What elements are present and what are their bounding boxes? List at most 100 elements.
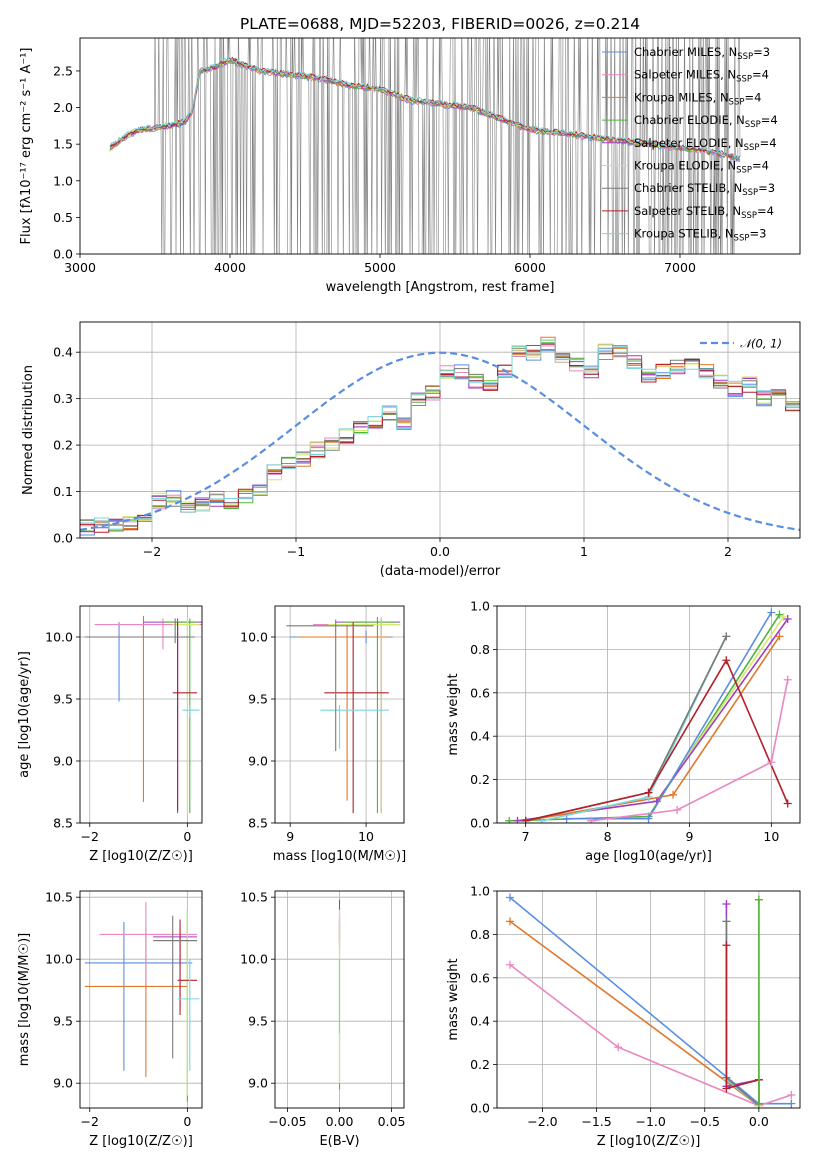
x-tick-label: 9 (685, 829, 693, 844)
legend-entry: 𝒩(0, 1) (740, 337, 782, 351)
plot-area-Z-age (84, 615, 202, 814)
spectrum-legend: Chabrier MILES, NSSP=3 Salpeter MILES, NS… (602, 45, 778, 244)
figure-title: PLATE=0688, MJD=52203, FIBERID=0026, z=0… (240, 15, 640, 33)
y-tick-label: 2.5 (53, 63, 73, 78)
x-tick-label: 1 (580, 544, 588, 559)
weight-marker (787, 1090, 796, 1099)
y-tick-label: 0.2 (53, 438, 73, 453)
x-tick-label: 10 (358, 829, 374, 844)
weight-marker (787, 1099, 796, 1108)
x-tick-label: 4000 (214, 260, 246, 275)
x-tick-label: 0.05 (378, 1114, 406, 1129)
panel-Z-mass: −2 0 9.0 9.5 10.0 10.5 Z [log10(Z/Z☉)] mass [lo… (17, 890, 203, 1149)
weight-marker (783, 799, 792, 808)
y-tick-label: 0.0 (53, 531, 73, 546)
spectrum-model-line (109, 56, 741, 159)
errorbar-point (99, 902, 198, 984)
weight-marker (722, 917, 731, 926)
y-tick-label: 0.3 (53, 391, 73, 406)
weight-marker (754, 1099, 763, 1108)
y-axis-label: mass [log10(M/M☉)] (17, 933, 32, 1066)
errorbar-point (324, 622, 389, 814)
x-tick-label: 6000 (514, 260, 546, 275)
weight-marker (783, 615, 792, 624)
histogram-legend: 𝒩(0, 1) (700, 337, 782, 351)
weight-marker (513, 816, 522, 823)
y-tick-label: 1.5 (53, 137, 73, 152)
y-tick-label: 9.5 (248, 692, 268, 707)
legend-entry: Chabrier MILES, NSSP=3 (634, 45, 770, 62)
y-tick-label: 9.0 (53, 754, 73, 769)
weight-series (754, 895, 763, 1108)
x-axis-label: Z [log10(Z/Z☉)] (597, 1134, 701, 1149)
y-tick-label: 10.0 (45, 630, 73, 645)
weight-marker (505, 960, 514, 969)
x-axis-label: wavelength [Angstrom, rest frame] (326, 280, 555, 295)
y-axis-label: mass weight (446, 673, 461, 755)
weight-marker (644, 788, 653, 797)
y-tick-label: 0.5 (53, 210, 73, 225)
axes-frame (79, 890, 203, 1109)
x-tick-label: −2 (143, 544, 161, 559)
y-tick-label: 2.0 (53, 100, 73, 115)
y-tick-label: 0.4 (470, 729, 490, 744)
legend-entry: Kroupa STELIB, NSSP=3 (634, 227, 766, 244)
x-tick-label: 10 (763, 829, 779, 844)
legend-entry: Chabrier ELODIE, NSSP=4 (634, 113, 778, 130)
y-tick-label: 0.0 (53, 247, 73, 262)
y-tick-label: 9.5 (248, 1014, 268, 1029)
y-tick-label: 9.0 (53, 1076, 73, 1091)
panel-age-weight: 7 8 9 10 0.0 0.2 0.4 0.6 0.8 1.0 age [log10(age/yr… (446, 599, 801, 864)
x-tick-label: 7 (522, 829, 530, 844)
y-axis-label: age [log10(age/yr)] (17, 651, 32, 778)
weight-marker (587, 816, 596, 823)
panel-residuals: −2 −1 0.0 1 2 0.0 0.1 0.2 0.3 0.4 (data-model)/err… (21, 321, 801, 579)
weight-marker (767, 758, 776, 767)
plot-area-mass-age (286, 617, 401, 814)
y-tick-label: 1.0 (53, 173, 73, 188)
x-tick-label: −2 (81, 829, 99, 844)
x-tick-label: −0.05 (268, 1114, 306, 1129)
weight-line (509, 964, 792, 1107)
panel-Z-age: −2 0 8.5 9.0 9.5 10.0 Z [log10(Z/Z☉)] age [log1… (17, 605, 203, 864)
axes-frame (79, 605, 203, 824)
errorbar-point (177, 959, 200, 1071)
x-tick-label: 8 (604, 829, 612, 844)
y-tick-label: 0.4 (53, 345, 73, 360)
errorbar-point (297, 624, 389, 801)
weight-marker (775, 632, 784, 641)
weight-marker (505, 917, 514, 926)
x-axis-label: age [log10(age/yr)] (585, 849, 712, 864)
x-axis-label: Z [log10(Z/Z☉)] (89, 849, 193, 864)
x-tick-label: −0.5 (690, 1114, 720, 1129)
legend-entry: Kroupa MILES, NSSP=4 (634, 90, 761, 107)
errorbar-point (328, 617, 401, 814)
weight-marker (614, 1043, 623, 1052)
panel-spectrum: 3000 4000 5000 6000 7000 0.0 0.5 1.0 1.5 2.0 2.5 wa… (19, 37, 801, 295)
x-tick-label: 9 (286, 829, 294, 844)
weight-marker (644, 814, 653, 823)
weight-marker (673, 805, 682, 814)
errorbar-point (153, 915, 198, 1059)
legend-entry: Salpeter ELODIE, NSSP=4 (634, 136, 777, 153)
x-tick-label: 0.00 (326, 1114, 354, 1129)
y-tick-label: 0.1 (53, 484, 73, 499)
legend-entry: Salpeter STELIB, NSSP=4 (634, 204, 774, 221)
y-tick-label: 10.0 (45, 952, 73, 967)
legend-entry: Salpeter MILES, NSSP=4 (634, 68, 769, 85)
weight-marker (505, 893, 514, 902)
y-tick-label: 10.5 (45, 890, 73, 905)
weight-marker (722, 1084, 731, 1093)
weight-marker (779, 612, 788, 621)
weight-series (587, 675, 792, 823)
axes-frame (496, 605, 801, 824)
legend-entry: Kroupa ELODIE, NSSP=4 (634, 159, 769, 176)
x-tick-label: −2 (81, 1114, 99, 1129)
x-tick-label: −1.0 (635, 1114, 665, 1129)
errorbar-point (343, 617, 397, 814)
x-tick-label: 0 (183, 1114, 191, 1129)
normal-curve (80, 351, 800, 531)
y-tick-label: 9.5 (53, 1014, 73, 1029)
plot-area-Z-mass (84, 902, 200, 1102)
plot-area-residuals (80, 336, 800, 536)
